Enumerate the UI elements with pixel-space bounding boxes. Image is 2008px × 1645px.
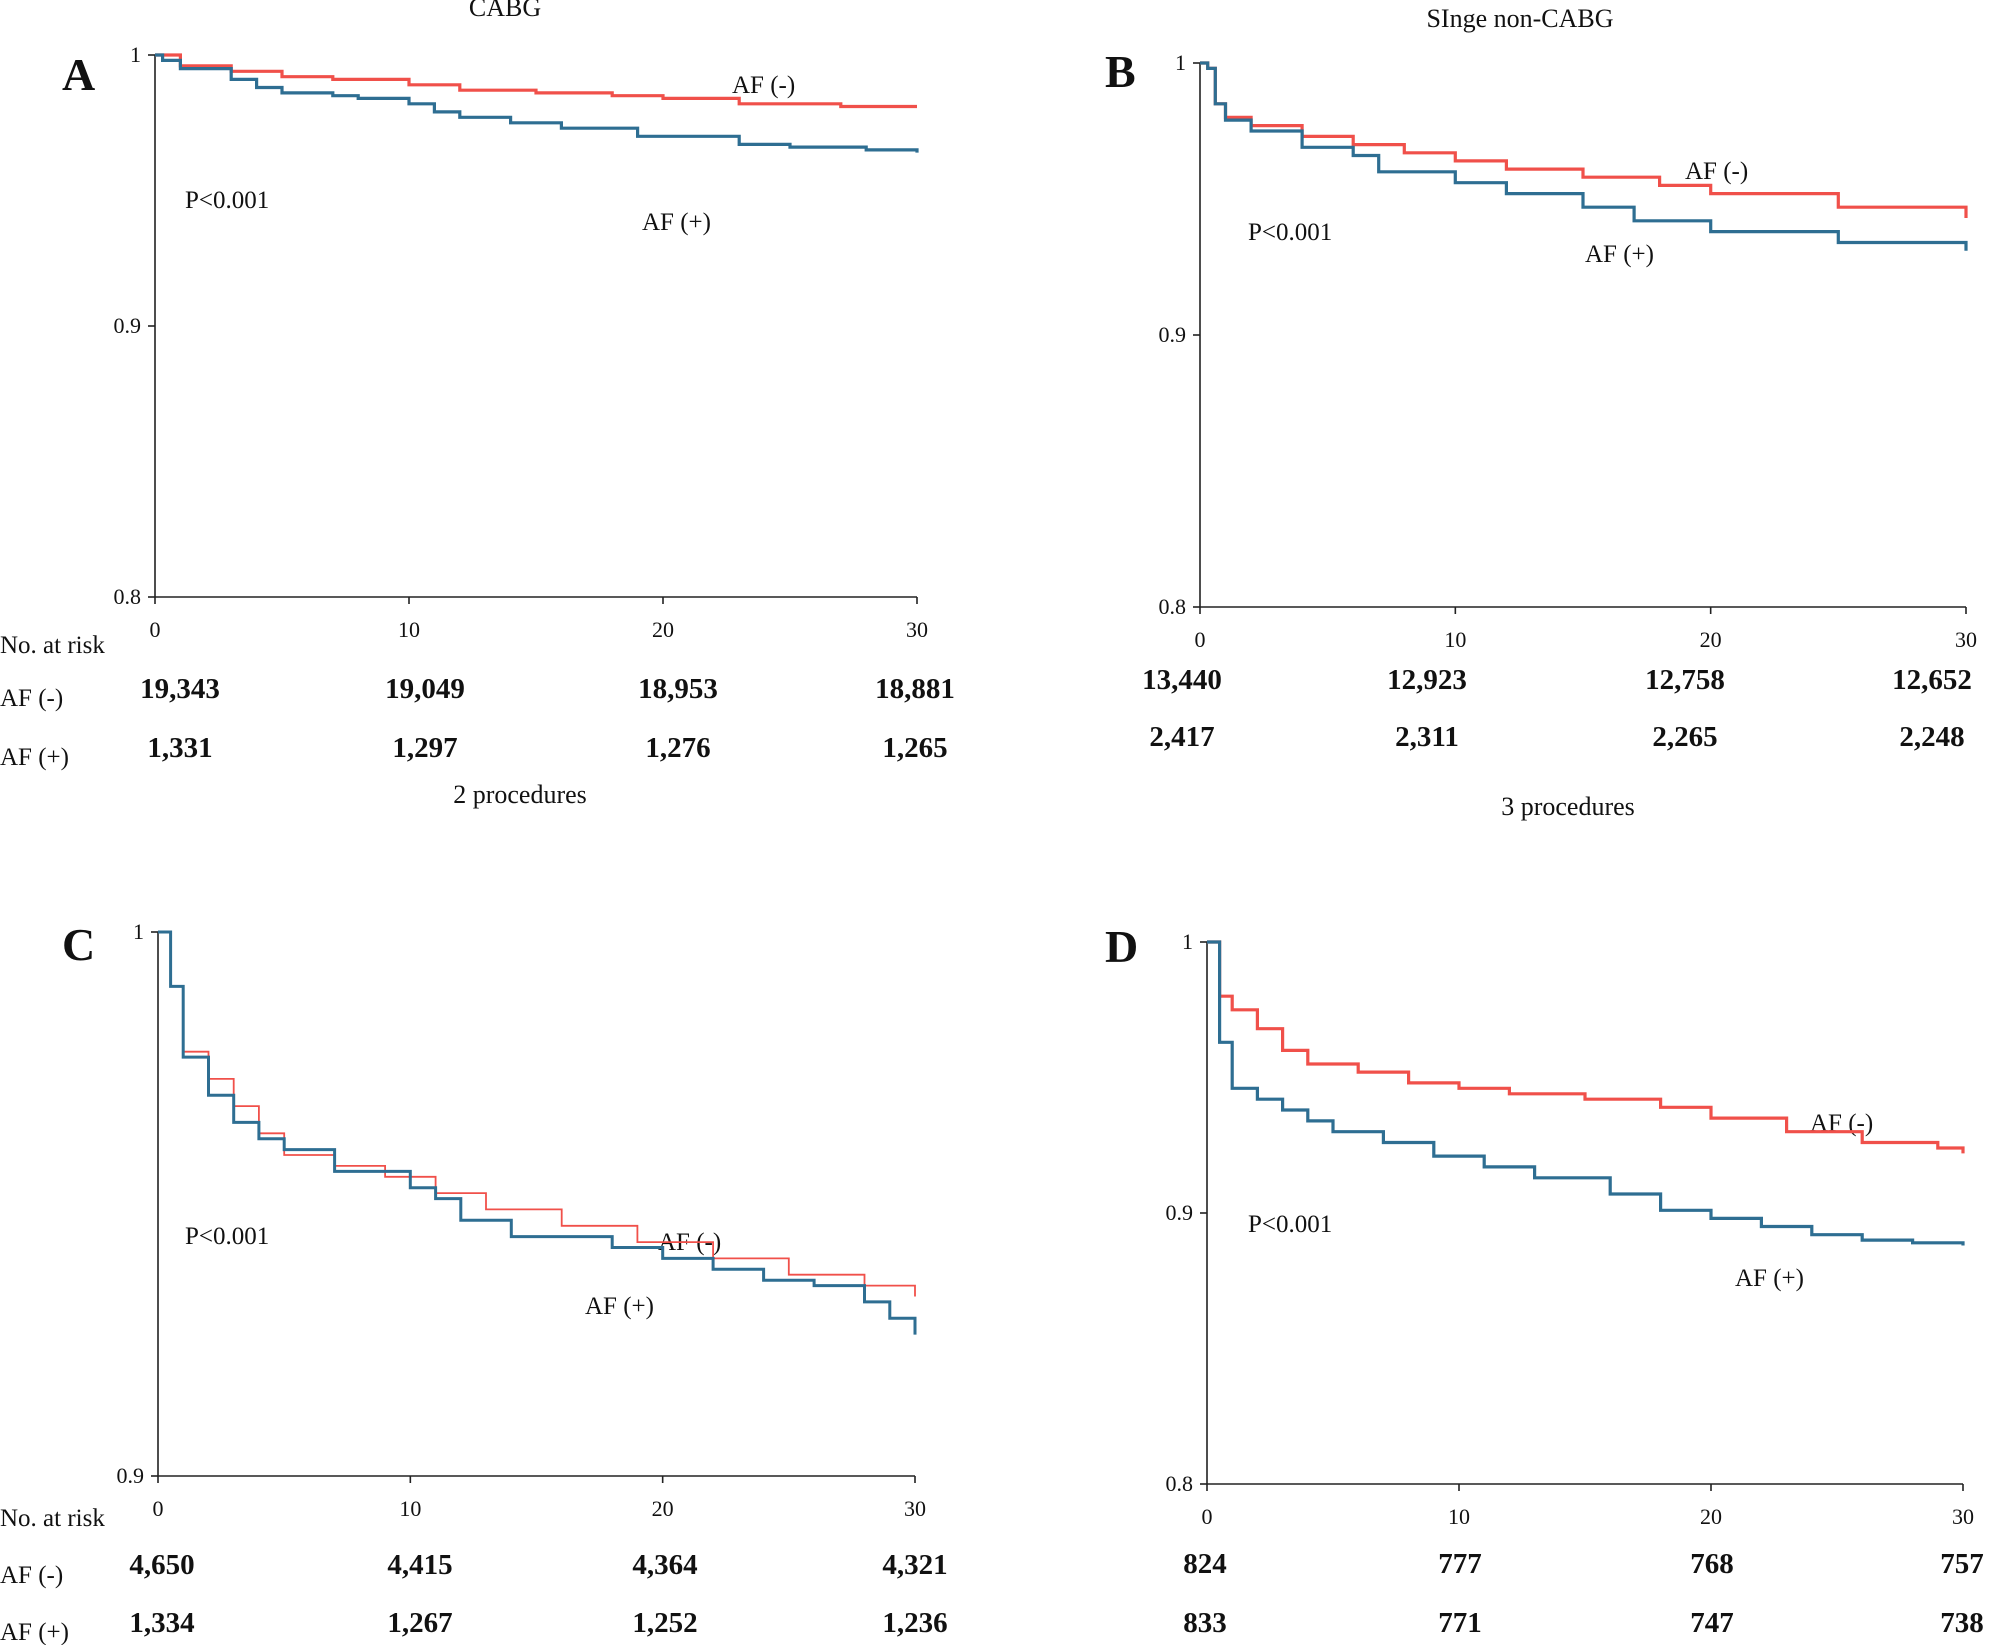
panel-d-label-af-pos: AF (+) <box>1735 1265 1804 1292</box>
panel-a-x-tick-label: 0 <box>150 617 161 642</box>
panel-d-x-tick-label: 20 <box>1700 1504 1722 1529</box>
panel-d-risk-af-pos: 833 <box>1183 1607 1227 1639</box>
panel-a: CABG A P<0.001 AF (-) AF (+) No. at risk… <box>0 0 955 771</box>
panel-b-risk-af-pos: 2,417 <box>1149 721 1214 753</box>
panel-a-y-tick-label: 0.8 <box>114 584 142 609</box>
panel-c-y-tick-label: 0.9 <box>117 1463 145 1488</box>
km-figure: CABG A P<0.001 AF (-) AF (+) No. at risk… <box>0 0 2008 1645</box>
panel-d-letter: D <box>1105 921 1138 972</box>
panel-a-y-tick-label: 1 <box>130 42 141 67</box>
panel-b: SInge non-CABG B P<0.001 AF (-) AF (+) 0… <box>1105 4 1977 753</box>
panel-c-x-tick-label: 30 <box>904 1496 926 1521</box>
panel-a-p-value: P<0.001 <box>185 187 269 214</box>
panel-c-risk-af-pos: 1,236 <box>882 1607 947 1639</box>
panel-c-risk-label-af-pos: AF (+) <box>0 1619 69 1645</box>
panel-a-x-tick-label: 20 <box>652 617 674 642</box>
panel-a-letter: A <box>62 49 95 100</box>
panel-a-risk-label-af-pos: AF (+) <box>0 744 69 771</box>
panel-b-risk-af-neg: 13,440 <box>1142 664 1222 696</box>
panel-a-y-tick-label: 0.9 <box>114 313 142 338</box>
panel-d-x-tick-label: 30 <box>1952 1504 1974 1529</box>
panel-a-risk-af-pos: 1,297 <box>392 732 457 764</box>
panel-b-p-value: P<0.001 <box>1248 219 1332 246</box>
panel-a-risk-header: No. at risk <box>0 632 105 659</box>
panel-d-y-tick-label: 1 <box>1182 929 1193 954</box>
panel-d-risk-af-pos: 771 <box>1438 1607 1482 1639</box>
panel-a-risk-af-pos: 1,265 <box>882 732 947 764</box>
panel-a-risk-af-neg: 18,881 <box>875 673 955 705</box>
panel-d-risk-af-neg: 777 <box>1438 1548 1482 1580</box>
panel-c-letter: C <box>62 919 95 970</box>
panel-c-risk-af-pos: 1,252 <box>632 1607 697 1639</box>
panel-a-label-af-neg: AF (-) <box>732 72 795 99</box>
panel-a-title: CABG <box>469 0 541 22</box>
panel-c-x-tick-label: 20 <box>652 1496 674 1521</box>
panel-b-risk-af-pos: 2,248 <box>1899 721 1964 753</box>
panel-a-risk-af-neg: 19,343 <box>140 673 220 705</box>
panel-c: 2 procedures C P<0.001 AF (-) AF (+) No.… <box>0 780 948 1645</box>
panel-c-label-af-pos: AF (+) <box>585 1293 654 1320</box>
panel-b-risk-af-neg: 12,652 <box>1892 664 1972 696</box>
panel-c-y-tick-label: 1 <box>133 919 144 944</box>
panel-d-risk-af-neg: 757 <box>1940 1548 1984 1580</box>
panel-d-y-tick-label: 0.8 <box>1166 1471 1194 1496</box>
panel-a-curve-af-neg <box>155 55 917 107</box>
panel-a-risk-af-pos: 1,331 <box>147 732 212 764</box>
panel-c-x-tick-label: 10 <box>399 1496 421 1521</box>
panel-b-y-tick-label: 0.9 <box>1159 322 1187 347</box>
panel-c-risk-header: No. at risk <box>0 1505 105 1532</box>
panel-a-risk-af-neg: 18,953 <box>638 673 718 705</box>
panel-c-x-tick-label: 0 <box>153 1496 164 1521</box>
panel-b-x-tick-label: 10 <box>1444 627 1466 652</box>
panel-d-x-tick-label: 0 <box>1202 1504 1213 1529</box>
panel-a-risk-af-neg: 19,049 <box>385 673 465 705</box>
panel-b-letter: B <box>1105 46 1136 97</box>
panel-c-p-value: P<0.001 <box>185 1223 269 1250</box>
panel-b-risk-af-neg: 12,758 <box>1645 664 1725 696</box>
panel-a-risk-af-pos: 1,276 <box>645 732 710 764</box>
panel-b-title: SInge non-CABG <box>1426 4 1613 33</box>
panel-c-risk-af-neg: 4,364 <box>632 1549 697 1581</box>
panel-d-risk-af-pos: 738 <box>1940 1607 1984 1639</box>
panel-a-risk-label-af-neg: AF (-) <box>0 685 63 712</box>
panel-c-risk-af-pos: 1,334 <box>129 1607 194 1639</box>
panel-b-label-af-neg: AF (-) <box>1685 158 1748 185</box>
panel-d: 3 procedures D P<0.001 AF (-) AF (+) 0 10… <box>1105 792 1984 1639</box>
panel-b-x-tick-label: 0 <box>1195 627 1206 652</box>
panel-b-y-tick-label: 0.8 <box>1159 594 1187 619</box>
panel-d-risk-af-neg: 824 <box>1183 1548 1227 1580</box>
panel-c-curve-af-neg <box>158 932 915 1297</box>
panel-b-y-tick-label: 1 <box>1175 50 1186 75</box>
panel-c-risk-af-neg: 4,321 <box>882 1549 947 1581</box>
panel-b-label-af-pos: AF (+) <box>1585 241 1654 268</box>
panel-c-risk-label-af-neg: AF (-) <box>0 1562 63 1589</box>
panel-c-risk-af-pos: 1,267 <box>387 1607 452 1639</box>
panel-a-x-tick-label: 10 <box>398 617 420 642</box>
panel-d-subtitle: 3 procedures <box>1501 792 1635 821</box>
panel-a-x-tick-label: 30 <box>906 617 928 642</box>
panel-b-risk-af-pos: 2,311 <box>1395 721 1459 753</box>
panel-d-risk-af-pos: 747 <box>1690 1607 1734 1639</box>
panel-c-risk-af-neg: 4,650 <box>129 1549 194 1581</box>
panel-c-subtitle: 2 procedures <box>453 780 587 809</box>
panel-b-x-tick-label: 20 <box>1700 627 1722 652</box>
panel-b-risk-af-pos: 2,265 <box>1652 721 1717 753</box>
panel-d-x-tick-label: 10 <box>1448 1504 1470 1529</box>
panel-b-risk-af-neg: 12,923 <box>1387 664 1467 696</box>
panel-b-x-tick-label: 30 <box>1955 627 1977 652</box>
panel-d-risk-af-neg: 768 <box>1690 1548 1734 1580</box>
panel-a-label-af-pos: AF (+) <box>642 209 711 236</box>
panel-d-y-tick-label: 0.9 <box>1166 1200 1194 1225</box>
panel-c-risk-af-neg: 4,415 <box>387 1549 452 1581</box>
panel-d-p-value: P<0.001 <box>1248 1211 1332 1238</box>
